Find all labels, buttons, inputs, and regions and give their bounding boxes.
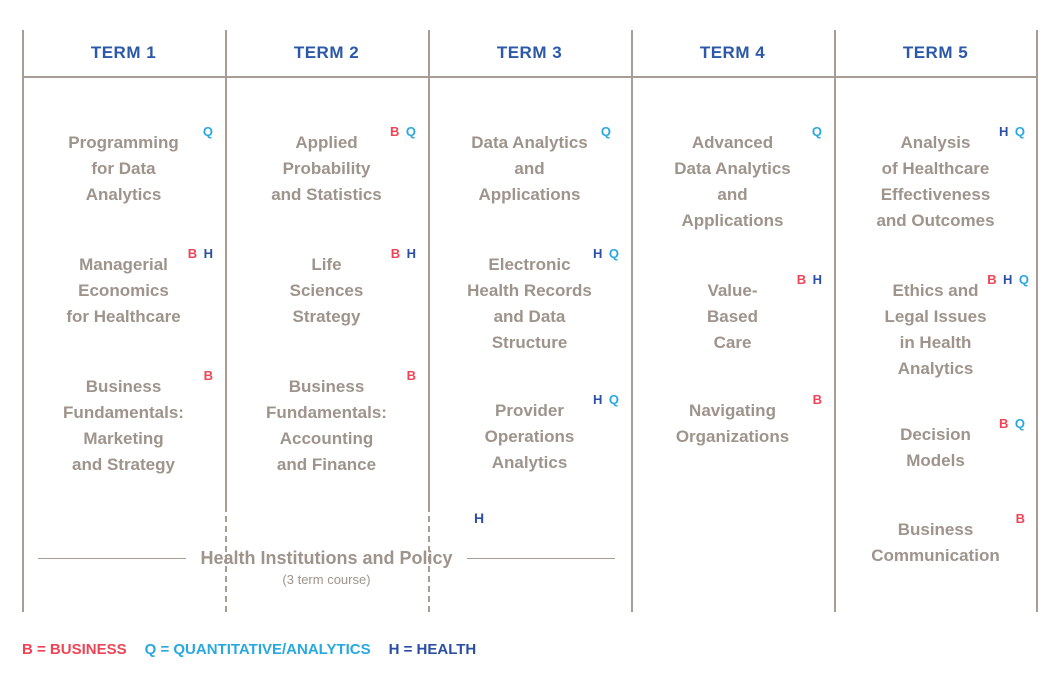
course-badge: Q — [811, 124, 822, 139]
course-title: Analysis of Healthcare Effectiveness and… — [876, 133, 995, 230]
course-badges: B H — [389, 245, 416, 263]
course-badge: B — [390, 246, 401, 261]
course-badge: B — [406, 368, 416, 383]
course-badge: B — [999, 416, 1009, 431]
course-badges: Q — [201, 123, 213, 141]
course-value-based-care: B H Value- Based Care — [631, 272, 834, 356]
course-data-analytics-applications: Q Data Analytics and Applications — [428, 124, 631, 208]
course-electronic-health-records: H Q Electronic Health Records and Data S… — [428, 246, 631, 356]
course-business-fundamentals-marketing: B Business Fundamentals: Marketing and S… — [22, 368, 225, 478]
course-badge: Q — [1018, 272, 1029, 287]
course-badge: H — [203, 246, 213, 261]
course-badges: B — [405, 367, 416, 385]
course-badges: Q — [810, 123, 822, 141]
course-badge: H — [406, 246, 416, 261]
course-badges: B H — [186, 245, 213, 263]
term-5-header: TERM 5 — [902, 43, 969, 62]
course-badges: Q — [599, 123, 611, 141]
column-divider-1-dashed — [225, 506, 227, 612]
course-title: Navigating Organizations — [675, 401, 790, 446]
course-badges: H Q — [591, 391, 619, 409]
course-life-sciences-strategy: B H Life Sciences Strategy — [225, 246, 428, 330]
course-programming-for-data-analytics: Q Programming for Data Analytics — [22, 124, 225, 208]
column-divider-3 — [631, 30, 633, 612]
course-title: Business Fundamentals: Accounting and Fi… — [266, 377, 387, 474]
course-applied-probability: B Q Applied Probability and Statistics — [225, 124, 428, 208]
course-badge: B — [1015, 511, 1025, 526]
course-badge: Q — [608, 392, 619, 407]
course-badge: H — [593, 392, 603, 407]
course-badge: H — [1003, 272, 1013, 287]
table-right-border — [1036, 30, 1038, 612]
course-badge: Q — [600, 124, 611, 139]
course-business-communication: B Business Communication — [834, 511, 1037, 569]
column-divider-4 — [834, 30, 836, 612]
course-badge: Q — [1014, 124, 1025, 139]
course-ethics-legal-issues: B H Q Ethics and Legal Issues in Health … — [834, 272, 1037, 382]
course-title: Life Sciences Strategy — [289, 255, 364, 326]
course-badges: B H Q — [985, 271, 1029, 289]
course-badge: H — [593, 246, 603, 261]
span-course-badge: H — [474, 510, 485, 526]
course-badge: Q — [202, 124, 213, 139]
course-badges: B H — [795, 271, 822, 289]
term-3-header: TERM 3 — [496, 43, 563, 62]
course-badges: B — [811, 391, 822, 409]
column-divider-2-dashed — [428, 506, 430, 612]
course-title: Managerial Economics for Healthcare — [66, 255, 181, 326]
course-badge: H — [812, 272, 822, 287]
span-course-right-rule — [466, 558, 615, 559]
course-badge: B — [796, 272, 807, 287]
table-left-border — [22, 30, 24, 612]
course-title: Decision Models — [900, 425, 971, 470]
course-title: Business Communication — [871, 520, 1000, 565]
span-course-title: Health Institutions and Policy — [200, 548, 453, 568]
course-badges: B Q — [388, 123, 416, 141]
course-managerial-economics: B H Managerial Economics for Healthcare — [22, 246, 225, 330]
course-title: Electronic Health Records and Data Struc… — [467, 255, 592, 352]
course-title: Business Fundamentals: Marketing and Str… — [63, 377, 184, 474]
course-badge: B — [187, 246, 198, 261]
course-analysis-healthcare-effectiveness: H Q Analysis of Healthcare Effectiveness… — [834, 124, 1037, 234]
course-badge: B — [203, 368, 213, 383]
span-course-left-rule — [38, 558, 187, 559]
course-badge: B — [390, 124, 400, 139]
course-business-fundamentals-accounting: B Business Fundamentals: Accounting and … — [225, 368, 428, 478]
course-badges: B — [202, 367, 213, 385]
course-badge: Q — [405, 124, 416, 139]
course-badges: H Q — [997, 123, 1025, 141]
course-advanced-data-analytics: Q Advanced Data Analytics and Applicatio… — [631, 124, 834, 234]
course-title: Applied Probability and Statistics — [271, 133, 382, 204]
course-badge: B — [812, 392, 822, 407]
course-title: Data Analytics and Applications — [471, 133, 588, 204]
course-badge: Q — [608, 246, 619, 261]
course-badge: Q — [1014, 416, 1025, 431]
term-4-header: TERM 4 — [699, 43, 766, 62]
column-divider-2 — [428, 30, 430, 506]
course-title: Ethics and Legal Issues in Health Analyt… — [884, 281, 987, 378]
span-course-subtitle: (3 term course) — [282, 572, 371, 587]
legend: B = BUSINESS Q = QUANTITATIVE/ANALYTICS … — [22, 641, 476, 658]
course-provider-operations-analytics: H Q Provider Operations Analytics — [428, 392, 631, 476]
course-title: Programming for Data Analytics — [68, 133, 179, 204]
course-navigating-organizations: B Navigating Organizations — [631, 392, 834, 450]
term-2-header: TERM 2 — [293, 43, 360, 62]
course-badges: B Q — [997, 415, 1025, 433]
column-divider-1 — [225, 30, 227, 506]
term-1-header: TERM 1 — [90, 43, 157, 62]
header-divider — [22, 76, 1038, 78]
legend-item-health: H = HEALTH — [388, 641, 477, 658]
course-badge: B — [987, 272, 997, 287]
course-title: Value- Based Care — [706, 281, 759, 352]
course-decision-models: B Q Decision Models — [834, 416, 1037, 474]
course-title: Advanced Data Analytics and Applications — [674, 133, 791, 230]
course-title: Provider Operations Analytics — [484, 401, 575, 472]
span-course-health-institutions: Health Institutions and Policy (3 term c… — [22, 548, 631, 587]
legend-item-quantitative: Q = QUANTITATIVE/ANALYTICS — [144, 641, 371, 658]
course-badges: H Q — [591, 245, 619, 263]
legend-item-business: B = BUSINESS — [22, 641, 127, 658]
course-badges: B — [1014, 510, 1025, 528]
course-badge: H — [999, 124, 1009, 139]
